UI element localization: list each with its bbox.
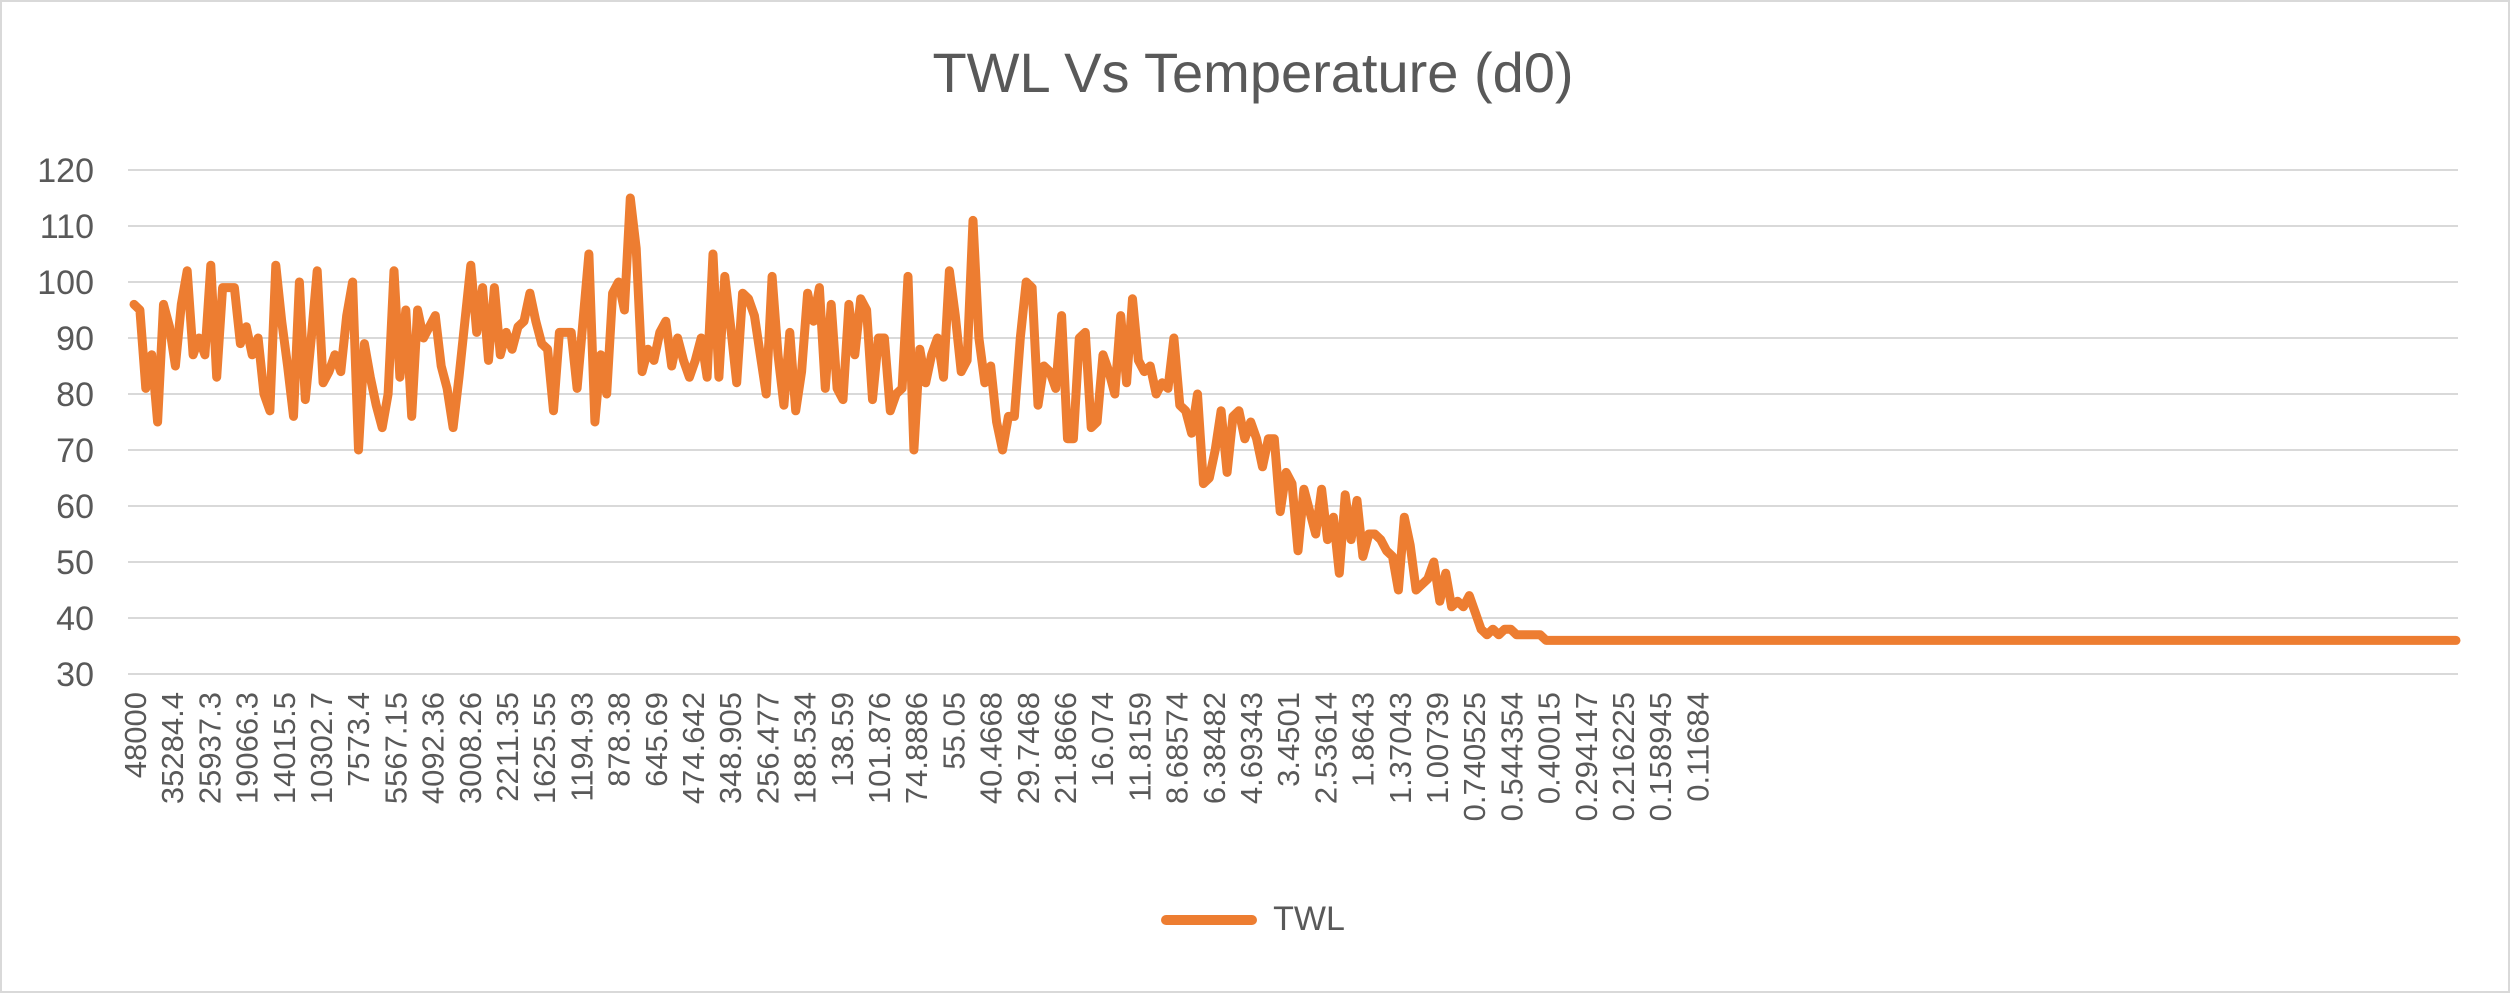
x-tick-label: 3.4501	[1271, 692, 1306, 787]
y-tick-label: 60	[56, 488, 94, 526]
x-tick-label: 0.740525	[1457, 692, 1492, 821]
x-tick-label: 1194.93	[564, 692, 599, 802]
x-tick-label: 21.8666	[1048, 692, 1083, 804]
legend-label-twl: TWL	[1273, 900, 1345, 938]
y-tick-label: 30	[56, 656, 94, 694]
series-line-twl	[129, 193, 2461, 645]
x-tick-label: 55.05	[936, 692, 971, 770]
x-tick-label: 14015.5	[267, 692, 302, 804]
x-tick-label: 0.158945	[1643, 692, 1678, 821]
y-tick-label: 40	[56, 600, 94, 638]
y-tick-label: 80	[56, 376, 94, 414]
x-tick-label: 0.40015	[1532, 692, 1567, 804]
y-tick-label: 120	[37, 152, 94, 190]
x-tick-label: 1.8643	[1346, 692, 1381, 787]
x-tick-label: 6.38482	[1197, 692, 1232, 804]
x-tick-label: 35284.4	[155, 692, 190, 804]
x-tick-label: 11.8159	[1122, 692, 1157, 802]
x-axis-tick-labels: 48000 35284.4 25937.3 19066.3 14015.5 10302.7…	[118, 692, 1715, 821]
x-tick-label: 19066.3	[230, 692, 265, 804]
x-tick-label: 138.59	[825, 692, 860, 787]
x-tick-label: 101.876	[862, 692, 897, 804]
x-tick-label: 474.642	[676, 692, 711, 804]
x-tick-label: 29.7468	[1011, 692, 1046, 804]
x-tick-label: 7573.4	[341, 692, 376, 787]
x-tick-label: 1.37043	[1383, 692, 1418, 804]
x-tick-label: 256.477	[750, 692, 785, 804]
x-tick-label: 348.905	[713, 692, 748, 804]
x-tick-label: 40.4668	[974, 692, 1009, 804]
y-tick-label: 50	[56, 544, 94, 582]
x-tick-label: 188.534	[788, 692, 823, 804]
y-tick-label: 110	[40, 208, 94, 246]
y-axis-tick-labels: 30 40 50 60 70 80 90 100 110 120	[37, 152, 94, 694]
chart-title: TWL Vs Temperature (d0)	[932, 41, 1574, 104]
x-tick-label: 16.074	[1085, 692, 1120, 787]
x-tick-label: 5567.15	[378, 692, 413, 804]
legend-swatch-twl	[1161, 914, 1258, 925]
x-tick-label: 74.8886	[899, 692, 934, 804]
x-tick-label: 2211.35	[490, 692, 525, 802]
x-tick-label: 645.69	[639, 692, 674, 787]
y-tick-label: 100	[37, 264, 94, 302]
y-tick-label: 70	[56, 432, 94, 470]
x-tick-label: 3008.26	[453, 692, 488, 804]
x-tick-label: 878.38	[602, 692, 637, 787]
x-tick-label: 0.11684	[1680, 692, 1715, 802]
x-tick-label: 1.00739	[1420, 692, 1455, 804]
x-tick-label: 25937.3	[192, 692, 227, 804]
y-tick-label: 90	[56, 320, 94, 358]
series-layer	[129, 193, 2461, 645]
x-tick-label: 8.68574	[1160, 692, 1195, 804]
x-tick-label: 1625.55	[527, 692, 562, 804]
x-tick-label: 48000	[118, 692, 153, 778]
x-tick-label: 2.53614	[1308, 692, 1343, 804]
x-tick-label: 4092.36	[416, 692, 451, 804]
x-tick-label: 0.544354	[1494, 692, 1529, 821]
x-tick-label: 10302.7	[304, 692, 339, 804]
x-tick-label: 0.216225	[1606, 692, 1641, 821]
x-tick-label: 0.294147	[1569, 692, 1604, 821]
gridlines	[128, 169, 2458, 675]
legend: TWL	[0, 900, 2506, 939]
x-tick-label: 4.69343	[1234, 692, 1269, 804]
